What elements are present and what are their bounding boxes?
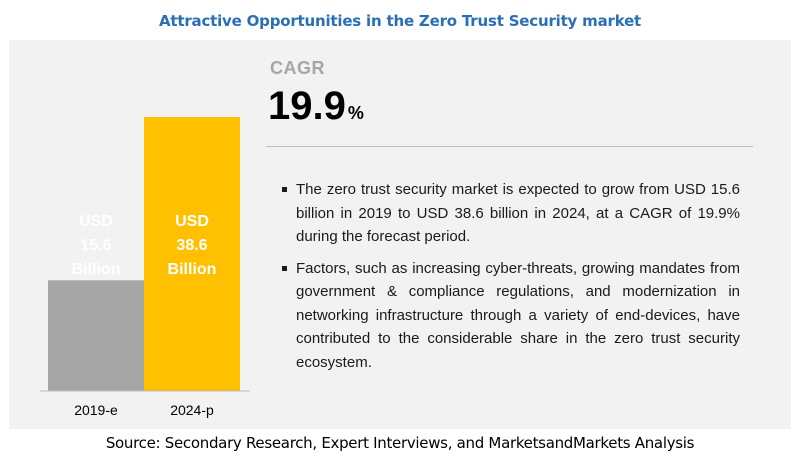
- bar-value-label: 38.6: [176, 237, 207, 254]
- bullet-item: The zero trust security market is expect…: [282, 178, 740, 249]
- bullet-list: The zero trust security market is expect…: [282, 178, 740, 382]
- bar-value-label: Billion: [72, 261, 121, 278]
- cagr-value: 19.9%: [268, 86, 364, 126]
- cagr-label: CAGR: [270, 58, 325, 78]
- cagr-number: 19.9: [268, 84, 346, 128]
- chart-title: Attractive Opportunities in the Zero Tru…: [158, 12, 642, 30]
- bar-value-label: Billion: [168, 261, 217, 278]
- source-note: Source: Secondary Research, Expert Inter…: [105, 434, 695, 452]
- bar-2024-p: [144, 117, 240, 391]
- x-tick-label: 2024-p: [170, 402, 214, 418]
- cagr-unit: %: [347, 103, 364, 123]
- bullet-item: Factors, such as increasing cyber-threat…: [282, 257, 740, 375]
- bar-value-label: 15.6: [80, 237, 111, 254]
- divider-line: [266, 146, 753, 147]
- bar-value-label: USD: [175, 213, 209, 230]
- x-tick-label: 2019-e: [74, 402, 118, 418]
- bar-2019-e: [48, 280, 144, 391]
- bar-value-label: USD: [79, 213, 113, 230]
